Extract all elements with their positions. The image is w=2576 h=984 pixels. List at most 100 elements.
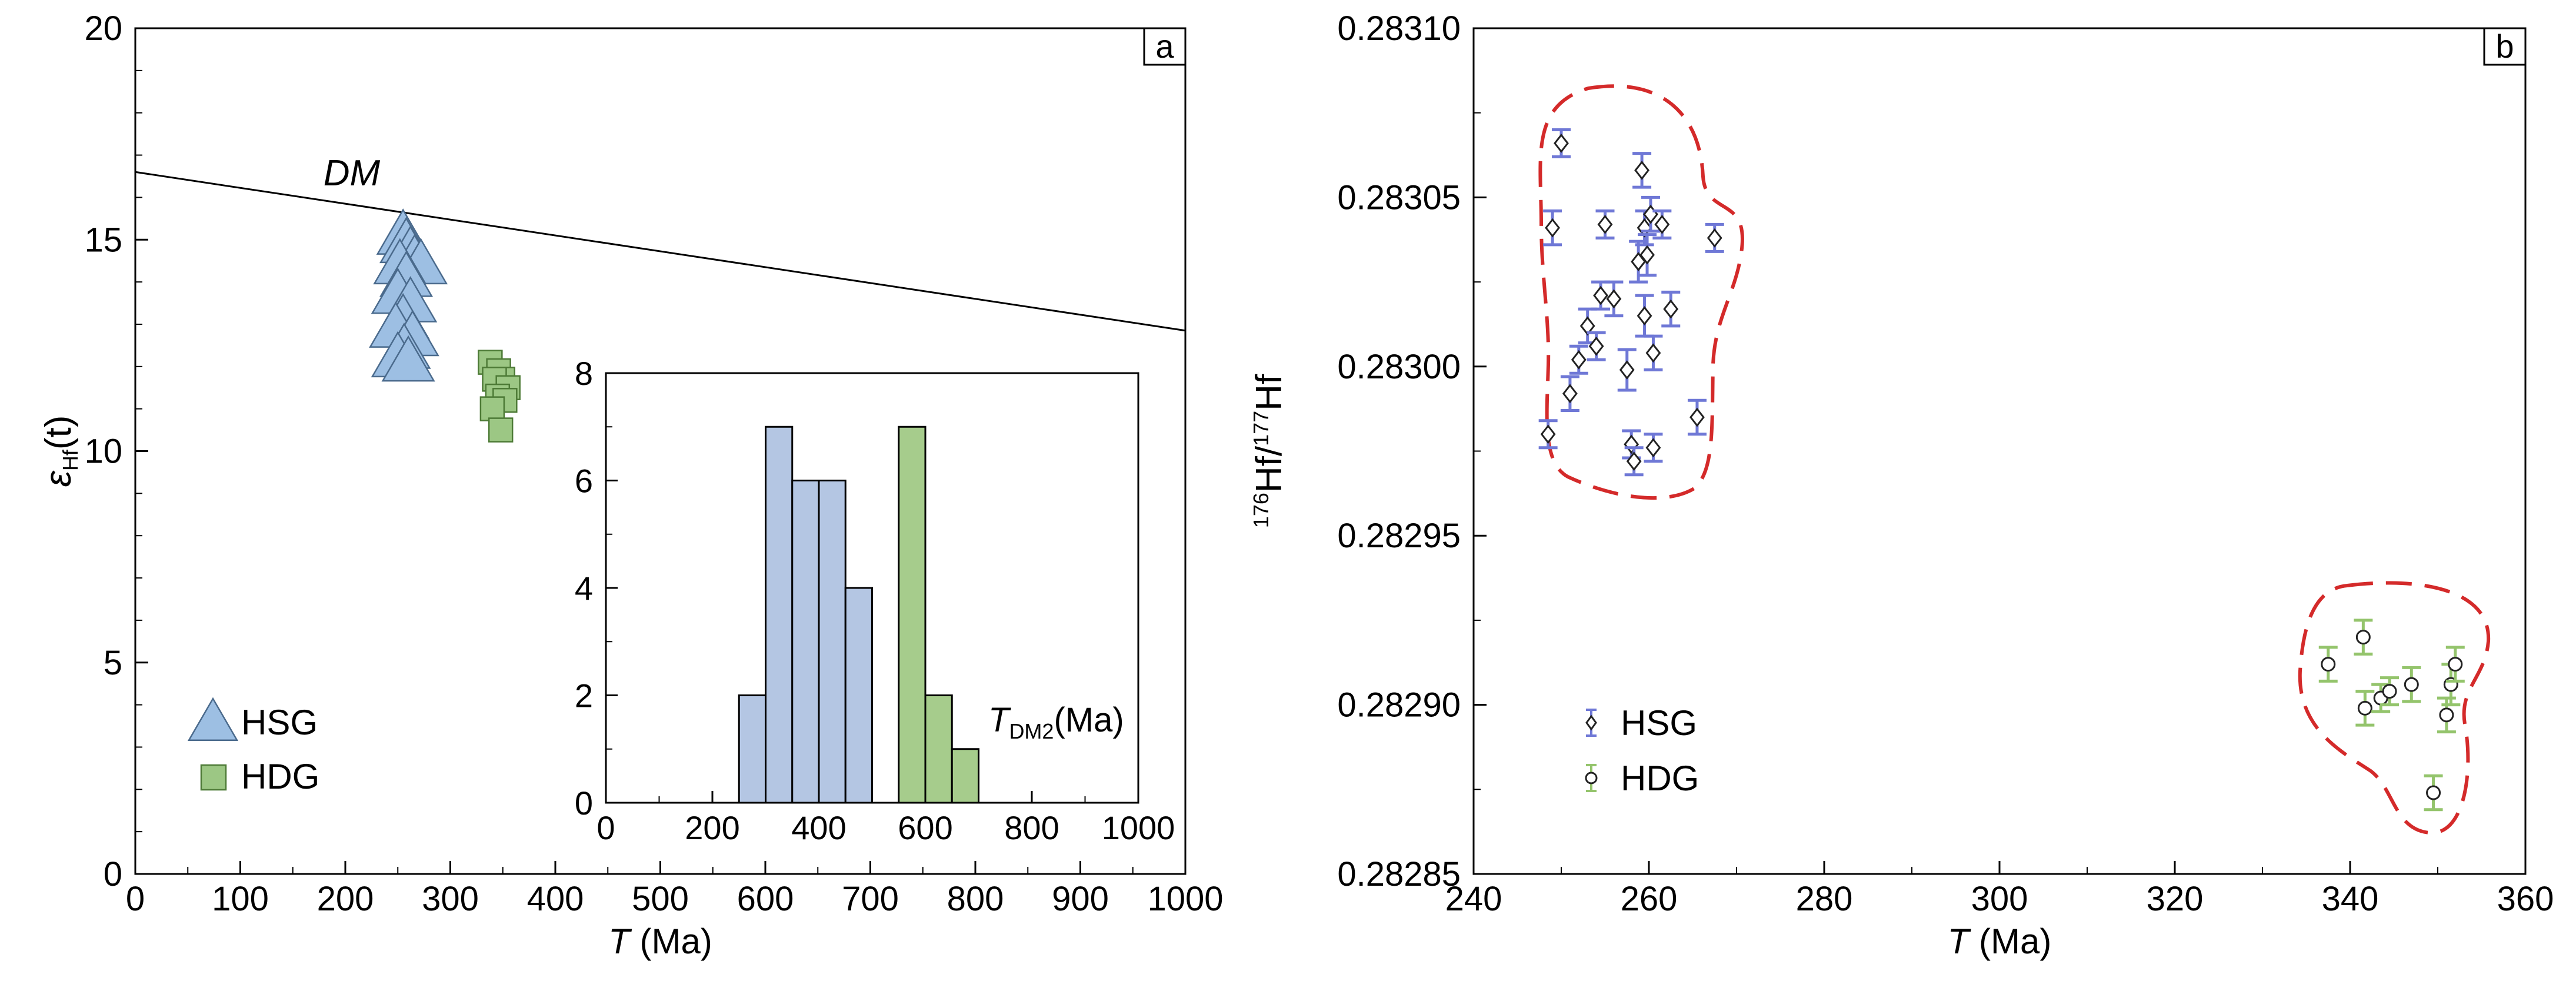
hsg-diamond-marker (1571, 350, 1587, 370)
panel-a-x-tick-label: 500 (632, 880, 689, 918)
hsg-diamond-marker (1619, 360, 1635, 380)
panel-a-x-tick-label: 900 (1052, 880, 1109, 918)
inset-hdg-bar (951, 748, 979, 804)
hsg-diamond-marker (1631, 252, 1647, 272)
panel-a-y-tick-label: 15 (84, 221, 122, 259)
hsg-diamond-marker (1634, 160, 1649, 180)
panel-b-y-tick-label: 0.28290 (1337, 686, 1461, 724)
inset-x-tick-label: 600 (898, 809, 952, 846)
hdg-circle-marker (2426, 785, 2441, 800)
hdg-circle-marker (2439, 707, 2454, 723)
panel-b-x-tick-label: 300 (1971, 880, 2028, 918)
dm-reference-line (135, 171, 1186, 332)
hsg-diamond-marker (1643, 204, 1658, 224)
panel-a-x-tick-label: 600 (737, 880, 794, 918)
hsg-diamond-marker (1540, 424, 1556, 444)
hsg-diamond-marker (1597, 214, 1613, 234)
panel-b-x-tick-label: 260 (1621, 880, 1678, 918)
panel-b-y-tick-label: 0.28310 (1337, 9, 1461, 48)
legend-a-hsg-label: HSG (241, 703, 318, 742)
panel-a-x-tick-label: 100 (212, 880, 269, 918)
hsg-triangle-marker (381, 335, 435, 382)
legend-b-hsg-symbol (1585, 714, 1597, 731)
hsg-diamond-marker (1645, 343, 1661, 363)
hsg-diamond-marker (1645, 438, 1661, 458)
panel-b-y-tick-label: 0.28305 (1337, 178, 1461, 217)
panel-a-x-tick-label: 300 (422, 880, 479, 918)
panel-a-x-tick-label: 400 (527, 880, 584, 918)
legend-a-hdg-label: HDG (241, 757, 319, 796)
panel-a-y-tick-label: 5 (104, 644, 122, 682)
legend-a-hsg-symbol (187, 697, 239, 741)
inset-hsg-bar (818, 480, 847, 804)
inset-x-tick-label: 800 (1004, 809, 1059, 846)
inset-hsg-bar (844, 587, 873, 804)
legend-b-hdg-label: HDG (1621, 759, 1699, 798)
hsg-diamond-marker (1637, 306, 1652, 326)
panel-b-x-tick-label: 240 (1445, 880, 1502, 918)
panel-b-y-tick-label: 0.28295 (1337, 517, 1461, 555)
panel-b-x-tick-label: 360 (2497, 880, 2554, 918)
inset-x-tick-label: 0 (596, 809, 615, 846)
panel-a-label: a (1155, 28, 1174, 65)
hdg-circle-marker (2404, 677, 2419, 692)
inset-y-tick-label: 2 (575, 677, 593, 714)
inset-hsg-bar (738, 694, 767, 804)
panel-a-x-tick-label: 1000 (1147, 880, 1223, 918)
hsg-diamond-marker (1654, 214, 1670, 234)
hsg-diamond-marker (1707, 228, 1722, 248)
inset-x-tick-label: 200 (685, 809, 739, 846)
hdg-circle-marker (2357, 700, 2372, 716)
hsg-diamond-marker (1545, 218, 1561, 238)
inset-y-tick-label: 6 (575, 463, 593, 500)
inset-hsg-bar (791, 480, 820, 804)
panel-a-y-tick-label: 20 (84, 9, 122, 48)
panel-b-x-tick-label: 320 (2147, 880, 2204, 918)
hdg-circle-marker (2448, 657, 2463, 672)
hsg-diamond-marker (1562, 384, 1578, 404)
inset-hdg-bar (924, 694, 953, 804)
legend-b-hsg-label: HSG (1621, 703, 1697, 743)
panel-a-y-axis-title: εHf(t) (38, 415, 82, 487)
inset-hdg-bar (898, 425, 927, 804)
legend-b-hdg-symbol (1585, 772, 1598, 784)
panel-b-x-axis-title: T (Ma) (1948, 922, 2052, 961)
panel-b-y-tick-label: 0.28285 (1337, 855, 1461, 893)
hdg-circle-marker (2382, 684, 2397, 699)
panel-b-x-tick-label: 340 (2322, 880, 2379, 918)
inset-x-tick-label: 1000 (1102, 809, 1175, 846)
dm-line-label: DM (324, 153, 381, 194)
hsg-diamond-marker (1624, 434, 1639, 454)
inset-y-tick-label: 8 (575, 355, 593, 392)
panel-a-x-axis-title: T (Ma) (608, 922, 712, 961)
panel-a-x-tick-label: 700 (842, 880, 899, 918)
panel-b-x-tick-label: 280 (1796, 880, 1853, 918)
panel-b-y-tick-label: 0.28300 (1337, 348, 1461, 386)
hsg-diamond-marker (1663, 299, 1679, 319)
panel-a-x-tick-label: 200 (317, 880, 374, 918)
panel-a-x-tick-label: 0 (126, 880, 145, 918)
panel-b-label: b (2495, 28, 2514, 65)
hdg-circle-marker (2355, 630, 2371, 645)
hsg-diamond-marker (1579, 316, 1595, 336)
hdg-square-marker (488, 417, 514, 443)
inset-x-tick-label: 400 (791, 809, 846, 846)
inset-y-tick-label: 0 (575, 784, 593, 822)
hdg-cluster-outline (2298, 581, 2491, 835)
hsg-diamond-marker (1606, 289, 1622, 309)
panel-b-label-box (2483, 27, 2527, 66)
hdg-circle-marker (2321, 657, 2336, 672)
panel-a-y-tick-label: 10 (84, 433, 122, 471)
hsg-diamond-marker (1689, 407, 1705, 427)
hsg-diamond-marker (1639, 245, 1655, 265)
panel-a-y-tick-label: 0 (104, 855, 122, 893)
panel-a-label-box (1143, 27, 1187, 66)
hsg-diamond-marker (1588, 336, 1604, 356)
inset-x-axis-title: TDM2(Ma) (988, 701, 1124, 743)
hdg-square-marker (479, 396, 505, 421)
hsg-cluster-outline (1538, 84, 1744, 500)
panel-b-y-axis-title: 176Hf/177Hf (1249, 374, 1289, 528)
panel-a-x-tick-label: 800 (947, 880, 1004, 918)
legend-a-hdg-symbol (200, 764, 227, 791)
